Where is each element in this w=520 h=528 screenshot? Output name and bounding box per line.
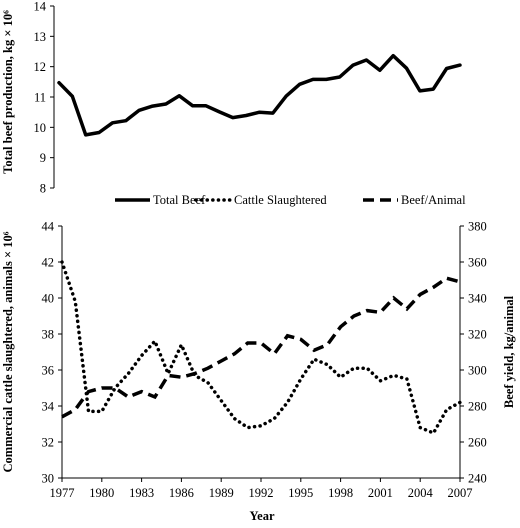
lower-left-y-tick-label: 44 bbox=[42, 220, 55, 234]
lower-series bbox=[60, 260, 462, 436]
lower-left-y-ticks: 30 32 34 36 38 40 42 44 bbox=[42, 220, 62, 486]
legend-item-total-beef: Total Beef bbox=[115, 193, 206, 207]
x-tick-label: 1992 bbox=[249, 486, 274, 500]
lower-left-y-tick-label: 32 bbox=[42, 436, 55, 450]
upper-y-tick-label: 14 bbox=[34, 0, 47, 14]
upper-y-ticks: 8 9 10 11 12 13 14 bbox=[34, 0, 54, 196]
x-tick-label: 2004 bbox=[408, 486, 434, 500]
lower-left-y-axis-title: Commercial cattle slaughtered, animals ×… bbox=[1, 231, 15, 472]
x-tick-label: 2001 bbox=[368, 486, 393, 500]
x-tick-label: 1998 bbox=[328, 486, 353, 500]
legend-label-beef-per-animal: Beef/Animal bbox=[401, 193, 466, 207]
lower-right-y-tick-label: 320 bbox=[468, 328, 487, 342]
x-tick-label: 1977 bbox=[50, 486, 75, 500]
lower-left-y-tick-label: 40 bbox=[42, 292, 55, 306]
lower-right-y-tick-label: 240 bbox=[468, 472, 487, 486]
x-axis-title: Year bbox=[250, 509, 275, 523]
lower-left-y-tick-label: 34 bbox=[42, 400, 55, 414]
upper-series bbox=[57, 53, 462, 137]
upper-y-tick-label: 8 bbox=[40, 182, 46, 196]
legend-item-beef-per-animal: Beef/Animal bbox=[363, 193, 466, 207]
lower-right-y-axis-title: Beef yield, kg/animal bbox=[502, 295, 516, 408]
x-tick-label: 1983 bbox=[129, 486, 154, 500]
x-tick-label: 2007 bbox=[448, 486, 473, 500]
series-line-total-beef bbox=[57, 53, 462, 137]
legend-item-cattle-slaughtered: Cattle Slaughtered bbox=[194, 193, 327, 207]
x-tick-label: 1980 bbox=[89, 486, 114, 500]
lower-chart: 30 32 34 36 38 40 42 44 240 260 280 300 320 340 360 38… bbox=[1, 220, 516, 524]
lower-left-y-tick-label: 36 bbox=[42, 364, 55, 378]
legend-label-total-beef: Total Beef bbox=[153, 193, 206, 207]
x-tick-label: 1995 bbox=[288, 486, 313, 500]
upper-y-tick-label: 10 bbox=[34, 121, 47, 135]
lower-right-y-tick-label: 380 bbox=[468, 220, 487, 234]
upper-y-tick-label: 13 bbox=[34, 30, 47, 44]
lower-left-y-tick-label: 42 bbox=[42, 256, 55, 270]
lower-right-y-tick-label: 340 bbox=[468, 292, 487, 306]
legend-label-cattle-slaughtered: Cattle Slaughtered bbox=[234, 193, 327, 207]
lower-right-y-tick-label: 360 bbox=[468, 256, 487, 270]
x-tick-label: 1989 bbox=[209, 486, 234, 500]
upper-y-axis-title: Total beef production, kg × 10⁶ bbox=[1, 10, 15, 174]
lower-right-y-tick-label: 260 bbox=[468, 436, 487, 450]
x-tick-label: 1986 bbox=[169, 486, 194, 500]
lower-right-y-tick-label: 280 bbox=[468, 400, 487, 414]
lower-x-ticks: 1977 1980 1983 1986 1989 1992 1995 1998 2001 2004… bbox=[50, 478, 473, 500]
series-line-cattle-slaughtered bbox=[60, 260, 462, 436]
legend: Total Beef Cattle Slaughtered Beef/Anima… bbox=[115, 193, 466, 207]
upper-chart: 8 9 10 11 12 13 14 Total beef production, kg ×… bbox=[1, 0, 462, 196]
lower-right-y-ticks: 240 260 280 300 320 340 360 380 bbox=[460, 220, 487, 486]
upper-y-tick-label: 9 bbox=[40, 151, 46, 165]
lower-left-y-tick-label: 30 bbox=[42, 472, 55, 486]
lower-right-y-tick-label: 300 bbox=[468, 364, 487, 378]
upper-y-tick-label: 12 bbox=[34, 60, 47, 74]
series-line-beef-per-animal bbox=[61, 276, 461, 419]
lower-left-y-tick-label: 38 bbox=[42, 328, 55, 342]
upper-y-tick-label: 11 bbox=[34, 91, 46, 105]
